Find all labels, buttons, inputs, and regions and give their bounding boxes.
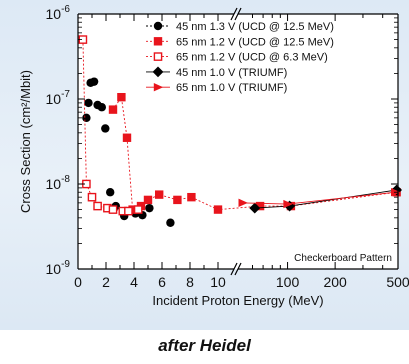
axis-break-mark-bottom (230, 262, 238, 276)
data-point (124, 206, 133, 216)
data-point (155, 190, 164, 199)
series-2 (78, 35, 143, 216)
annotation-text: Checkerboard Pattern (294, 253, 392, 264)
data-point (255, 201, 265, 211)
data-point (93, 201, 102, 211)
y-tick-label: 10-8 (46, 174, 71, 192)
x-tick-label: 2 (102, 274, 110, 290)
y-tick-label: 10-9 (46, 259, 71, 277)
plot-area (78, 14, 398, 269)
x-axis-title: Incident Proton Energy (MeV) (152, 293, 323, 308)
y-axis-title: Cross Section (cm²/Mbit) (18, 70, 33, 213)
data-point (173, 195, 182, 205)
data-point (117, 92, 126, 102)
data-point (84, 98, 93, 108)
data-point (106, 188, 115, 197)
legend-label: 45 nm 1.0 V (TRIUMF) (176, 67, 287, 79)
x-tick-label: 10 (210, 274, 226, 290)
x-tick-label: 0 (74, 274, 82, 290)
data-point (97, 103, 107, 112)
legend-marker (153, 37, 163, 46)
legend-marker (153, 83, 164, 92)
axis-break-mark-top (234, 7, 242, 21)
data-point (143, 195, 153, 205)
x-tick-label: 4 (130, 274, 138, 290)
data-point (283, 199, 293, 209)
data-point (101, 124, 110, 133)
data-point (249, 202, 261, 214)
data-point (187, 192, 196, 202)
series-line (82, 39, 139, 212)
legend-label: 65 nm 1.2 V (UCD @ 6.3 MeV) (176, 52, 328, 64)
x-tick-label: 8 (186, 274, 194, 290)
data-point (238, 198, 248, 208)
axis-break-mark-bottom (234, 262, 242, 276)
figure-panel: 10-9 10-8 10-7 10-6 0 2 4 6 8 10 100 200 500 Incident… (0, 0, 409, 330)
legend-marker (152, 66, 164, 78)
data-point (89, 77, 99, 86)
legend-marker (153, 52, 163, 61)
data-point (108, 105, 118, 114)
x-tick-label: 200 (323, 274, 347, 290)
x-tick-label: 6 (158, 274, 166, 290)
legend-label: 65 nm 1.0 V (TRIUMF) (176, 82, 287, 94)
data-point (87, 192, 97, 202)
data-point (213, 205, 223, 214)
data-point (82, 113, 91, 123)
data-point (166, 218, 175, 227)
axis-break-mark-top (230, 7, 238, 21)
x-tick-label: 500 (386, 274, 409, 290)
legend-label: 65 nm 1.2 V (UCD @ 12.5 MeV) (176, 36, 334, 48)
legend-label: 45 nm 1.3 V (UCD @ 12.5 MeV) (176, 21, 334, 33)
y-tick-label: 10-6 (46, 4, 71, 22)
figure-caption: after Heidel (158, 336, 251, 355)
data-point (122, 133, 132, 142)
data-point (108, 205, 118, 214)
x-tick-label: 100 (276, 274, 300, 290)
legend-marker (153, 21, 163, 31)
data-point (133, 205, 143, 214)
data-point (145, 203, 154, 213)
chart: 10-9 10-8 10-7 10-6 0 2 4 6 8 10 100 200 500 Incident… (18, 4, 409, 308)
y-tick-label: 10-7 (46, 89, 71, 107)
